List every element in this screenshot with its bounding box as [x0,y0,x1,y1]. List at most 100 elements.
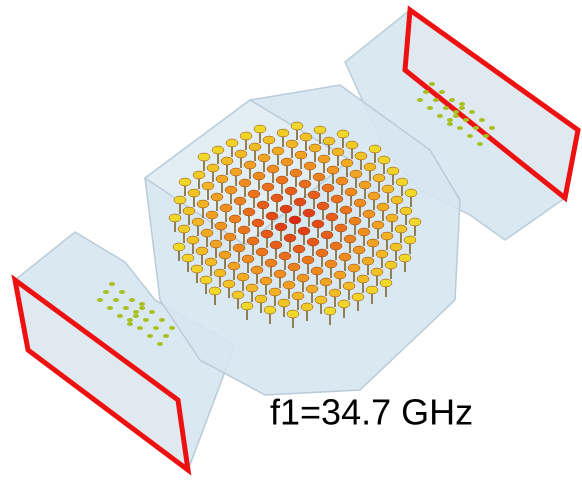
arrow-head [473,126,479,130]
arrow-head [197,200,209,208]
arrow-head [423,90,429,94]
arrow-head [193,171,205,179]
arrow-head [179,178,191,186]
arrow-head [289,216,301,224]
arrow-head [147,334,153,338]
arrow-head [329,289,341,297]
field-plot: f1=34.7 GHz [0,0,582,480]
arrow-head [266,212,278,220]
arrow-head [315,296,327,304]
arrow-head [129,298,135,302]
arrow-head [286,140,298,148]
arrow-head [169,326,175,330]
arrow-head [224,233,236,241]
arrow-head [405,189,417,197]
arrow-head [277,129,289,137]
arrow-head [317,202,329,210]
arrow-head [265,259,277,267]
arrow-head [173,243,185,251]
arrow-head [291,122,303,130]
arrow-head [295,151,307,159]
arrow-head [447,122,453,126]
arrow-head [358,228,370,236]
arrow-head [284,234,296,242]
arrow-head [293,245,305,253]
arrow-head [272,147,284,155]
arrow-head [233,244,245,252]
arrow-head [278,299,290,307]
arrow-head [447,118,453,122]
arrow-head [469,110,475,114]
arrow-head [257,201,269,209]
arrow-head [369,145,381,153]
arrow-head [439,90,445,94]
arrow-head [239,179,251,187]
arrow-head [437,114,443,118]
arrow-head [427,106,433,110]
arrow-head [323,137,335,145]
arrow-head [303,209,315,217]
arrow-head [292,292,304,300]
arrow-head [348,264,360,272]
arrow-head [311,267,323,275]
arrow-head [457,126,463,130]
arrow-head [269,288,281,296]
arrow-head [453,114,459,118]
arrow-head [378,156,390,164]
arrow-head [321,231,333,239]
arrow-head [349,217,361,225]
arrow-head [243,208,255,216]
arrow-head [340,206,352,214]
arrow-head [322,184,334,192]
arrow-head [399,254,411,262]
arrow-head [202,182,214,190]
arrow-head [479,118,485,122]
arrow-head [139,302,145,306]
arrow-head [109,282,115,286]
arrow-head [216,175,228,183]
arrow-head [307,238,319,246]
arrow-head [247,237,259,245]
arrow-head [133,310,139,314]
arrow-head [341,159,353,167]
arrow-head [242,255,254,263]
arrow-head [226,139,238,147]
arrow-head [453,110,459,114]
arrow-head [225,186,237,194]
arrow-head [352,293,364,301]
arrow-head [400,207,412,215]
arrow-head [429,82,435,86]
arrow-head [191,265,203,273]
arrow-head [467,134,473,138]
arrow-head [345,188,357,196]
arrow-head [385,261,397,269]
arrow-head [377,203,389,211]
arrow-head [262,183,274,191]
arrow-head [258,154,270,162]
arrow-head [235,150,247,158]
arrow-head [285,187,297,195]
frequency-label: f1=34.7 GHz [270,392,473,433]
arrow-head [433,98,439,102]
arrow-head [139,306,145,310]
arrow-head [119,290,125,294]
arrow-head [246,284,258,292]
arrow-head [391,196,403,204]
arrow-head [206,211,218,219]
arrow-head [201,229,213,237]
arrow-head [267,165,279,173]
arrow-head [209,287,221,295]
arrow-head [183,207,195,215]
arrow-head [449,98,455,102]
arrow-head [276,176,288,184]
arrow-head [249,143,261,151]
arrow-head [336,177,348,185]
arrow-head [210,240,222,248]
arrow-head [229,215,241,223]
arrow-head [256,248,268,256]
arrow-head [290,169,302,177]
arrow-head [211,193,223,201]
arrow-head [260,277,272,285]
arrow-head [330,242,342,250]
arrow-head [232,291,244,299]
